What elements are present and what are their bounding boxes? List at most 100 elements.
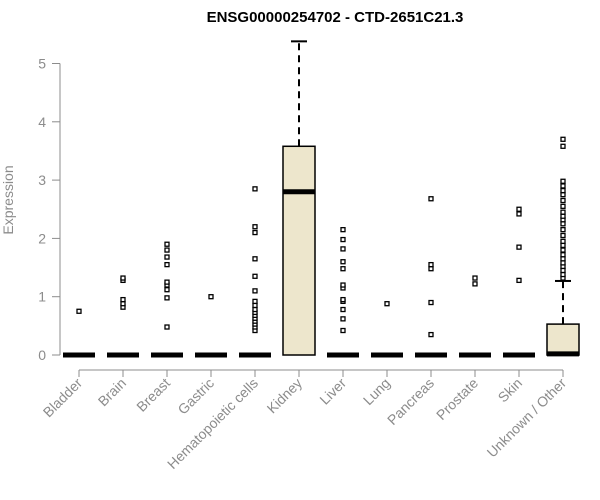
outlier-point [252, 186, 258, 192]
outlier-point [516, 206, 522, 212]
x-tick-label-2: Breast [133, 375, 173, 415]
outlier-point [560, 183, 566, 189]
chart-title: ENSG00000254702 - CTD-2651C21.3 [207, 9, 464, 26]
box-10 [503, 206, 535, 358]
y-axis: 0 1 2 3 4 5 [38, 56, 61, 363]
outlier-point [120, 296, 126, 303]
outlier-point [472, 281, 478, 287]
x-tick-label-3: Gastric [174, 375, 217, 418]
outlier-point [428, 299, 434, 306]
outlier-point [252, 306, 258, 313]
outlier-point [164, 241, 170, 247]
outlier-point [428, 261, 434, 268]
box-body [546, 323, 580, 356]
outlier-point [340, 282, 346, 288]
outlier-point [560, 143, 566, 149]
y-tick-label-3: 3 [38, 172, 46, 188]
box-9 [459, 275, 491, 358]
x-tick-label-11: Unknown / Other [484, 375, 570, 461]
outlier-point [120, 275, 126, 281]
outlier-point [76, 308, 82, 314]
outlier-point [252, 302, 258, 309]
box-7 [371, 301, 403, 358]
box-1 [107, 275, 139, 358]
x-tick-label-6: Liver [316, 375, 349, 408]
outlier-point [384, 301, 390, 307]
outlier-point [560, 227, 566, 233]
y-tick-label-4: 4 [38, 114, 46, 130]
outlier-point [252, 298, 258, 305]
x-tick-label-9: Prostate [433, 375, 481, 423]
outlier-point [164, 261, 170, 268]
outlier-point [560, 260, 566, 266]
outlier-point [164, 295, 170, 301]
outlier-point [340, 306, 346, 313]
outlier-point [560, 203, 566, 209]
box-4 [239, 186, 271, 358]
outlier-point [340, 246, 346, 252]
outlier-point [516, 244, 522, 250]
outlier-point [340, 266, 346, 272]
outlier-point [516, 211, 522, 217]
outlier-point [252, 256, 258, 262]
outlier-point [428, 331, 434, 338]
outlier-point [560, 238, 566, 244]
box-body [282, 145, 316, 356]
outlier-point [472, 275, 478, 281]
x-tick-label-0: Bladder [40, 375, 86, 421]
box-0 [63, 308, 95, 358]
outlier-point [428, 196, 434, 202]
outlier-point [252, 224, 258, 230]
outlier-point [560, 178, 566, 184]
outlier-point [340, 227, 346, 233]
outlier-point [164, 287, 170, 293]
y-tick-label-0: 0 [38, 347, 46, 363]
y-tick-label-5: 5 [38, 56, 46, 72]
outlier-point [560, 187, 566, 194]
box-8 [415, 196, 447, 358]
outlier-point [340, 327, 346, 334]
x-tick-label-1: Brain [95, 375, 129, 409]
outlier-point [560, 221, 566, 227]
outlier-point [560, 256, 566, 262]
outlier-point [164, 254, 170, 260]
x-tick-label-7: Lung [360, 375, 393, 408]
box-6 [327, 227, 359, 358]
outlier-point [164, 324, 170, 330]
boxes-group [63, 40, 580, 358]
outlier-point [560, 242, 566, 249]
outlier-point [164, 247, 170, 253]
outlier-point [560, 192, 566, 198]
outlier-point [164, 279, 170, 285]
box-11 [546, 136, 580, 357]
outlier-point [560, 232, 566, 239]
y-axis-label: Expression [0, 165, 16, 234]
box-3 [195, 294, 227, 358]
outlier-point [516, 277, 522, 284]
outlier-point [252, 288, 258, 294]
y-tick-label-2: 2 [38, 230, 46, 246]
box-5 [282, 40, 316, 356]
outlier-point [340, 296, 346, 303]
box-2 [151, 241, 183, 358]
outlier-point [560, 213, 566, 219]
outlier-point [560, 247, 566, 253]
outlier-point [560, 209, 566, 215]
outlier-point [560, 271, 566, 278]
outlier-point [340, 316, 346, 322]
outlier-point [560, 252, 566, 258]
outlier-point [252, 273, 258, 279]
outlier-point [340, 236, 346, 243]
outlier-point [208, 294, 214, 300]
y-tick-label-1: 1 [38, 289, 46, 305]
outlier-point [252, 229, 258, 236]
x-tick-label-8: Pancreas [384, 375, 437, 428]
outlier-point [560, 136, 566, 142]
outlier-point [560, 267, 566, 274]
outlier-point [340, 259, 346, 265]
outlier-point [428, 266, 434, 272]
outlier-point [120, 301, 126, 307]
x-tick-label-10: Skin [495, 375, 526, 406]
